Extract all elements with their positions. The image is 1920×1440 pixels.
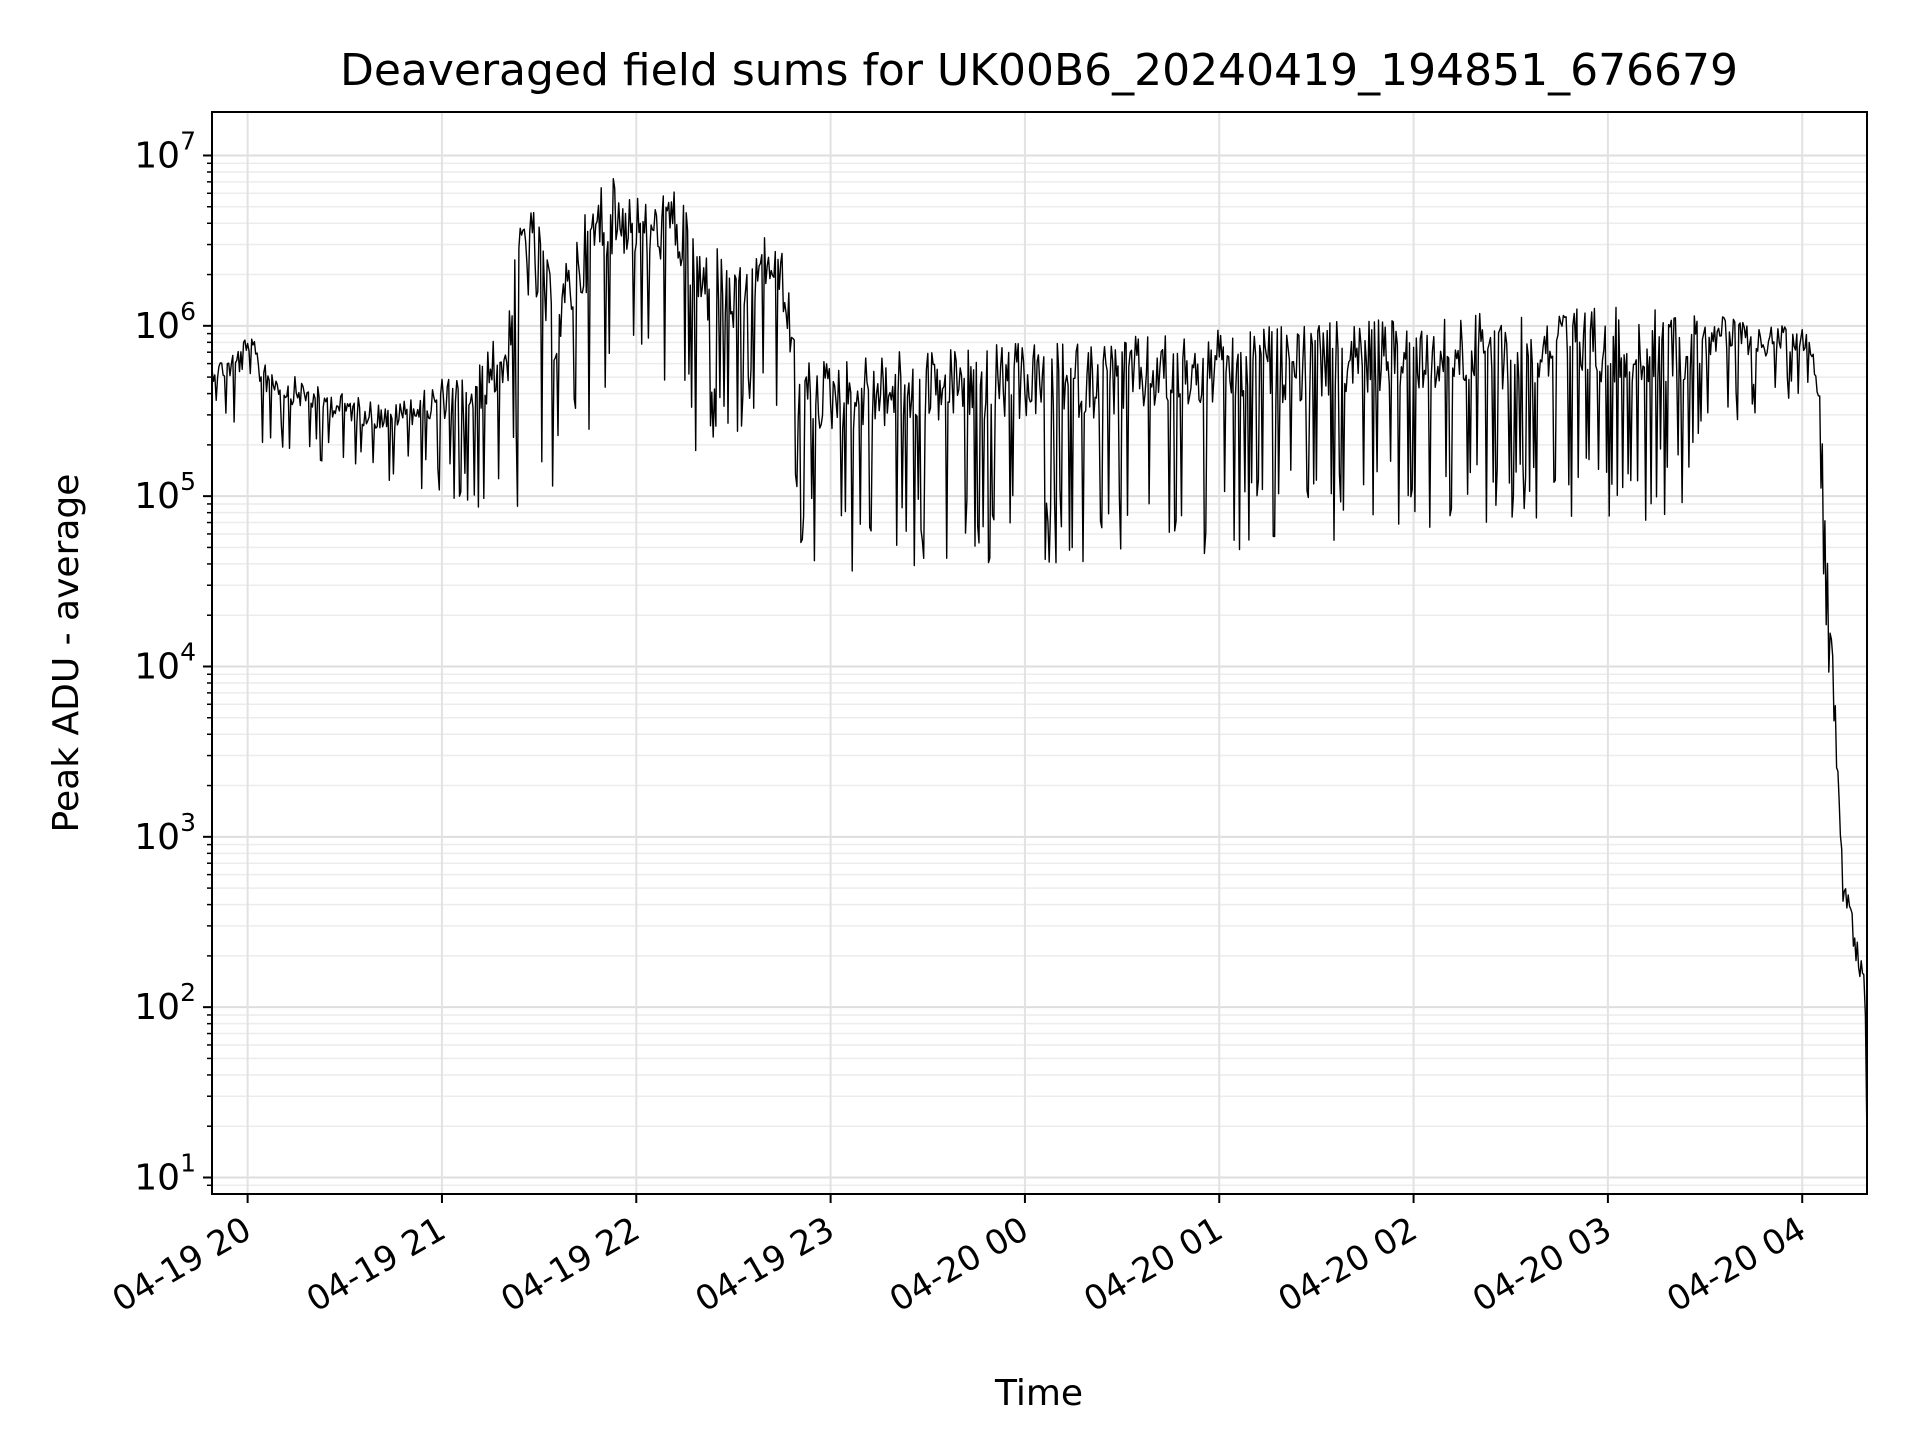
y-tick-exponent: 1 <box>180 1148 196 1177</box>
y-tick-base: 10 <box>134 987 180 1028</box>
y-tick-base: 10 <box>134 817 180 858</box>
y-tick-base: 10 <box>134 476 180 517</box>
y-tick-exponent: 3 <box>180 808 196 837</box>
y-tick-label: 102 <box>134 978 196 1028</box>
y-tick-label: 107 <box>134 126 196 176</box>
y-tick-label: 104 <box>134 637 196 687</box>
y-tick-base: 10 <box>134 306 180 347</box>
y-axis-label: Peak ADU - average <box>46 474 87 833</box>
y-tick-exponent: 5 <box>180 467 196 496</box>
chart-title: Deaveraged field sums for UK00B6_2024041… <box>340 45 1738 96</box>
axes-frame <box>211 111 1868 1195</box>
series-line <box>211 177 1868 1143</box>
y-tick-exponent: 7 <box>180 126 196 155</box>
y-tick-exponent: 4 <box>180 637 196 666</box>
y-tick-base: 10 <box>134 1157 180 1198</box>
y-tick-base: 10 <box>134 135 180 176</box>
plot-area <box>211 177 1868 1143</box>
y-tick-label: 101 <box>134 1148 196 1198</box>
y-tick-exponent: 6 <box>180 297 196 326</box>
y-tick-label: 106 <box>134 297 196 347</box>
grid-lines <box>212 112 1867 1194</box>
y-tick-label: 103 <box>134 808 196 858</box>
y-tick-label: 105 <box>134 467 196 517</box>
y-tick-base: 10 <box>134 646 180 687</box>
x-axis-label: Time <box>994 1373 1083 1414</box>
y-tick-exponent: 2 <box>180 978 196 1007</box>
